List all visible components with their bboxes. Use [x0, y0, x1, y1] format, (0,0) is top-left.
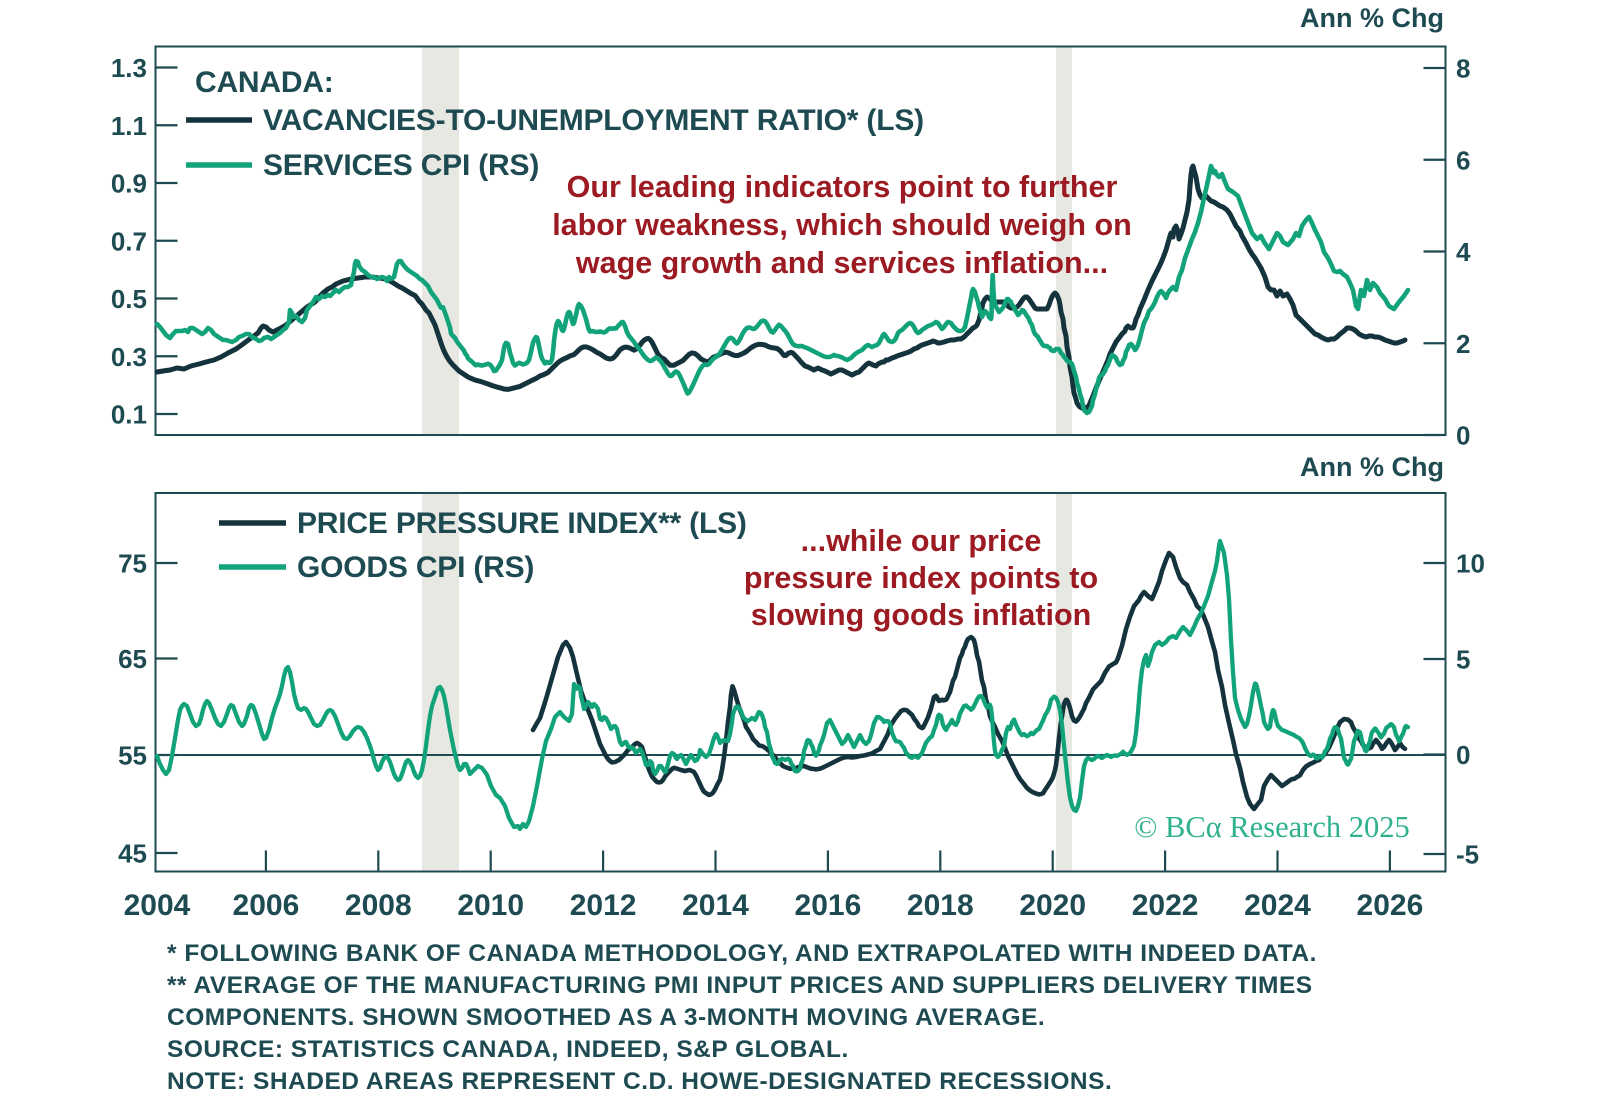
svg-text:slowing goods inflation: slowing goods inflation — [751, 598, 1092, 632]
svg-text:NOTE: SHADED AREAS REPRESENT C: NOTE: SHADED AREAS REPRESENT C.D. HOWE-D… — [167, 1068, 1112, 1095]
svg-text:0: 0 — [1456, 421, 1470, 451]
svg-text:2012: 2012 — [570, 889, 637, 922]
svg-text:8: 8 — [1456, 54, 1470, 84]
svg-text:1.1: 1.1 — [111, 111, 147, 141]
svg-text:45: 45 — [118, 839, 147, 869]
svg-text:6: 6 — [1456, 145, 1470, 175]
svg-text:0: 0 — [1456, 740, 1470, 770]
svg-text:GOODS CPI (RS): GOODS CPI (RS) — [297, 551, 534, 584]
svg-text:Our leading indicators point t: Our leading indicators point to further — [567, 170, 1118, 204]
svg-text:** AVERAGE OF THE MANUFACTURIN: ** AVERAGE OF THE MANUFACTURING PMI INPU… — [167, 972, 1313, 999]
svg-text:65: 65 — [118, 644, 147, 674]
svg-text:pressure index points to: pressure index points to — [744, 561, 1098, 595]
svg-text:Ann % Chg: Ann % Chg — [1300, 452, 1444, 482]
svg-text:* FOLLOWING BANK OF CANADA MET: * FOLLOWING BANK OF CANADA METHODOLOGY, … — [167, 940, 1317, 967]
svg-text:1.3: 1.3 — [111, 53, 147, 83]
svg-text:2022: 2022 — [1132, 889, 1199, 922]
svg-text:2014: 2014 — [682, 889, 749, 922]
svg-text:2004: 2004 — [124, 889, 191, 922]
svg-text:Ann % Chg: Ann % Chg — [1300, 3, 1444, 33]
svg-text:© BCα Research 2025: © BCα Research 2025 — [1134, 810, 1409, 844]
svg-text:2: 2 — [1456, 329, 1470, 359]
svg-text:2008: 2008 — [345, 889, 412, 922]
svg-text:SOURCE: STATISTICS CANADA, IND: SOURCE: STATISTICS CANADA, INDEED, S&P G… — [167, 1036, 849, 1063]
svg-text:55: 55 — [118, 741, 147, 771]
svg-text:2010: 2010 — [457, 889, 524, 922]
svg-text:2018: 2018 — [907, 889, 974, 922]
svg-text:-5: -5 — [1456, 840, 1479, 870]
svg-text:VACANCIES-TO-UNEMPLOYMENT RATI: VACANCIES-TO-UNEMPLOYMENT RATIO* (LS) — [263, 104, 924, 137]
svg-text:wage growth and services infla: wage growth and services inflation... — [575, 246, 1108, 280]
svg-text:COMPONENTS. SHOWN SMOOTHED AS: COMPONENTS. SHOWN SMOOTHED AS A 3-MONTH … — [167, 1004, 1045, 1031]
svg-text:2016: 2016 — [795, 889, 862, 922]
svg-text:0.5: 0.5 — [111, 284, 147, 314]
svg-text:75: 75 — [118, 549, 147, 579]
svg-text:2020: 2020 — [1019, 889, 1086, 922]
svg-text:0.1: 0.1 — [111, 400, 147, 430]
svg-text:0.9: 0.9 — [111, 169, 147, 199]
svg-text:4: 4 — [1456, 237, 1471, 267]
svg-text:2026: 2026 — [1357, 889, 1424, 922]
svg-text:CANADA:: CANADA: — [195, 66, 334, 99]
svg-text:...while our price: ...while our price — [801, 524, 1042, 558]
svg-text:labor weakness, which should w: labor weakness, which should weigh on — [552, 208, 1132, 242]
svg-text:10: 10 — [1456, 549, 1485, 579]
svg-text:SERVICES CPI (RS): SERVICES CPI (RS) — [263, 149, 539, 182]
svg-text:2006: 2006 — [233, 889, 300, 922]
svg-text:2024: 2024 — [1244, 889, 1311, 922]
svg-text:PRICE PRESSURE INDEX** (LS): PRICE PRESSURE INDEX** (LS) — [297, 507, 747, 540]
svg-text:0.7: 0.7 — [111, 226, 147, 256]
svg-text:5: 5 — [1456, 645, 1470, 675]
svg-text:0.3: 0.3 — [111, 342, 147, 372]
